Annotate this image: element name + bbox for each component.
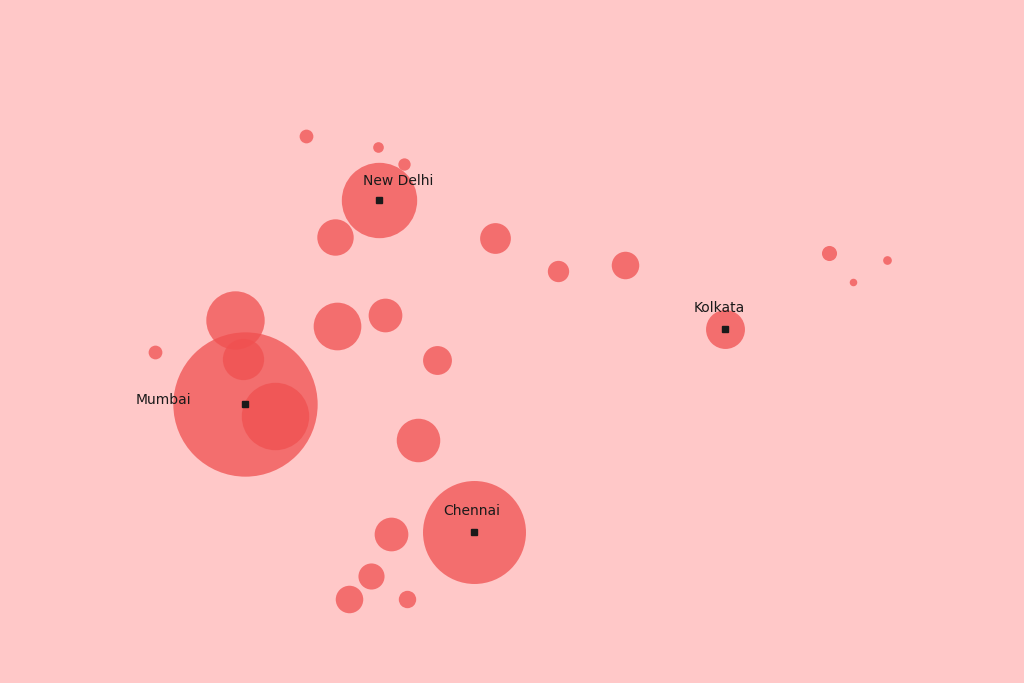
Point (399, 594, 416, 605)
Point (410, 434, 426, 445)
Text: New Delhi: New Delhi (364, 174, 434, 189)
Point (362, 571, 379, 582)
Point (370, 142, 386, 153)
Point (237, 399, 253, 410)
Point (880, 255, 896, 266)
Point (486, 232, 503, 243)
Text: Mumbai: Mumbai (136, 393, 191, 407)
Point (266, 410, 283, 421)
Point (845, 276, 861, 287)
Point (383, 529, 399, 540)
Point (396, 158, 413, 169)
Point (341, 594, 357, 604)
Text: Chennai: Chennai (442, 504, 500, 518)
Point (227, 314, 244, 325)
Point (329, 321, 345, 332)
Point (550, 265, 566, 276)
Point (327, 232, 343, 242)
Point (717, 324, 733, 335)
Point (821, 248, 838, 259)
Point (371, 195, 387, 206)
Point (298, 130, 314, 141)
Point (466, 527, 482, 538)
Point (147, 347, 164, 358)
Point (616, 260, 633, 270)
Text: Kolkata: Kolkata (694, 301, 745, 316)
Point (234, 353, 251, 364)
Point (377, 309, 393, 320)
Point (429, 354, 445, 365)
